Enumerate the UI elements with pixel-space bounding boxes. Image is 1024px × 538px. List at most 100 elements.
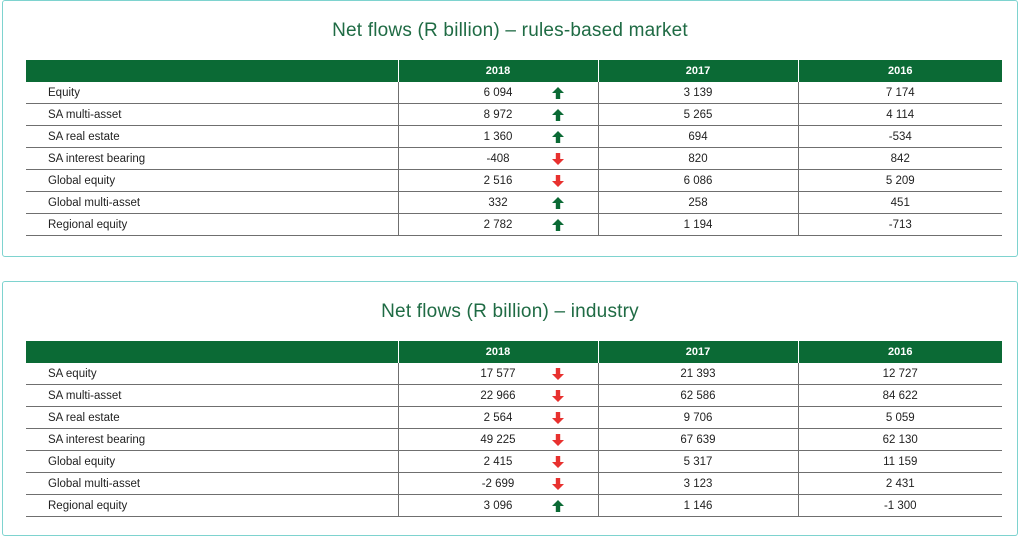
value-2018: 2 564 [397, 406, 598, 429]
arrow-down-icon [551, 389, 564, 402]
table-row: Global equity 2 415 5 317 11 159 [26, 450, 1002, 473]
table-row: Global multi-asset 332 258 451 [26, 191, 1002, 214]
row-label: Global multi-asset [26, 191, 398, 214]
arrow-up-icon [551, 130, 564, 143]
table-header-row: 2018 2017 2016 [26, 60, 1002, 82]
value-2018-text: -408 [486, 152, 510, 165]
value-2018: 17 577 [397, 363, 598, 385]
header-label [26, 341, 398, 363]
value-2018-text: 49 225 [480, 433, 516, 446]
industry-table: 2018 2017 2016 SA equity 17 577 21 393 12 7… [26, 341, 1002, 517]
value-2016: -713 [797, 213, 1002, 236]
panel-title: Net flows (R billion) – rules-based mark… [332, 20, 688, 41]
value-2017: 1 146 [597, 494, 798, 517]
value-2016: 11 159 [797, 450, 1002, 473]
panel-title: Net flows (R billion) – industry [381, 301, 639, 322]
value-2017: 5 317 [597, 450, 798, 473]
header-2018: 2018 [397, 341, 598, 363]
value-2016: 842 [797, 147, 1002, 170]
table-row: Regional equity 2 782 1 194 -713 [26, 213, 1002, 236]
value-2017: 3 123 [597, 472, 798, 495]
table-row: SA interest bearing -408 820 842 [26, 147, 1002, 170]
value-2016: -534 [797, 125, 1002, 148]
table-body: SA equity 17 577 21 393 12 727 SA multi-asse… [26, 363, 1002, 517]
value-2016: 62 130 [797, 428, 1002, 451]
value-2017: 1 194 [597, 213, 798, 236]
value-2016: 84 622 [797, 384, 1002, 407]
value-2018: 1 360 [397, 125, 598, 148]
value-2017: 694 [597, 125, 798, 148]
row-label: Global equity [26, 450, 398, 473]
arrow-down-icon [551, 367, 564, 380]
value-2018: 2 415 [397, 450, 598, 473]
value-2018: -408 [397, 147, 598, 170]
value-2017: 67 639 [597, 428, 798, 451]
value-2018: 6 094 [397, 82, 598, 104]
arrow-down-icon [551, 411, 564, 424]
value-2017: 3 139 [597, 82, 798, 104]
table-body: Equity 6 094 3 139 7 174 SA multi-asset 8 972… [26, 82, 1002, 236]
arrow-down-icon [551, 174, 564, 187]
table-row: Global equity 2 516 6 086 5 209 [26, 169, 1002, 192]
table-row: SA multi-asset 22 966 62 586 84 622 [26, 384, 1002, 407]
value-2017: 9 706 [597, 406, 798, 429]
value-2017: 820 [597, 147, 798, 170]
value-2018-text: 2 516 [483, 174, 513, 187]
value-2018-text: 22 966 [480, 389, 516, 402]
row-label: Global equity [26, 169, 398, 192]
arrow-up-icon [551, 196, 564, 209]
arrow-down-icon [551, 455, 564, 468]
arrow-down-icon [551, 152, 564, 165]
value-2016: 2 431 [797, 472, 1002, 495]
arrow-down-icon [551, 433, 564, 446]
value-2017: 5 265 [597, 103, 798, 126]
header-2016: 2016 [797, 60, 1002, 82]
table-row: Global multi-asset -2 699 3 123 2 431 [26, 472, 1002, 495]
arrow-up-icon [551, 499, 564, 512]
value-2016: 7 174 [797, 82, 1002, 104]
header-2018: 2018 [397, 60, 598, 82]
value-2018: 2 516 [397, 169, 598, 192]
row-label: SA real estate [26, 125, 398, 148]
value-2016: -1 300 [797, 494, 1002, 517]
rules-based-market-table: 2018 2017 2016 Equity 6 094 3 139 7 174 SA m… [26, 60, 1002, 236]
value-2018-text: 2 415 [483, 455, 513, 468]
row-label: Equity [26, 82, 398, 104]
arrow-up-icon [551, 108, 564, 121]
arrow-down-icon [551, 477, 564, 490]
header-2016: 2016 [797, 341, 1002, 363]
value-2018-text: -2 699 [481, 477, 515, 490]
value-2018: 2 782 [397, 213, 598, 236]
value-2018-text: 17 577 [480, 367, 516, 380]
header-label [26, 60, 398, 82]
value-2016: 12 727 [797, 363, 1002, 385]
value-2018-text: 332 [488, 196, 508, 209]
row-label: SA equity [26, 363, 398, 385]
arrow-up-icon [551, 86, 564, 99]
value-2018: -2 699 [397, 472, 598, 495]
table-header-row: 2018 2017 2016 [26, 341, 1002, 363]
row-label: SA interest bearing [26, 428, 398, 451]
row-label: Global multi-asset [26, 472, 398, 495]
value-2018-text: 8 972 [483, 108, 513, 121]
row-label: SA multi-asset [26, 103, 398, 126]
header-2017: 2017 [597, 341, 798, 363]
value-2016: 5 209 [797, 169, 1002, 192]
row-label: Regional equity [26, 213, 398, 236]
value-2017: 258 [597, 191, 798, 214]
table-row: SA real estate 2 564 9 706 5 059 [26, 406, 1002, 429]
value-2017: 6 086 [597, 169, 798, 192]
table-row: SA equity 17 577 21 393 12 727 [26, 363, 1002, 385]
value-2018-text: 1 360 [483, 130, 513, 143]
value-2017: 62 586 [597, 384, 798, 407]
value-2018: 22 966 [397, 384, 598, 407]
value-2018-text: 2 564 [483, 411, 513, 424]
row-label: SA multi-asset [26, 384, 398, 407]
value-2018-text: 3 096 [483, 499, 513, 512]
value-2018: 3 096 [397, 494, 598, 517]
value-2016: 4 114 [797, 103, 1002, 126]
row-label: Regional equity [26, 494, 398, 517]
table-row: SA real estate 1 360 694 -534 [26, 125, 1002, 148]
value-2016: 5 059 [797, 406, 1002, 429]
table-row: SA multi-asset 8 972 5 265 4 114 [26, 103, 1002, 126]
